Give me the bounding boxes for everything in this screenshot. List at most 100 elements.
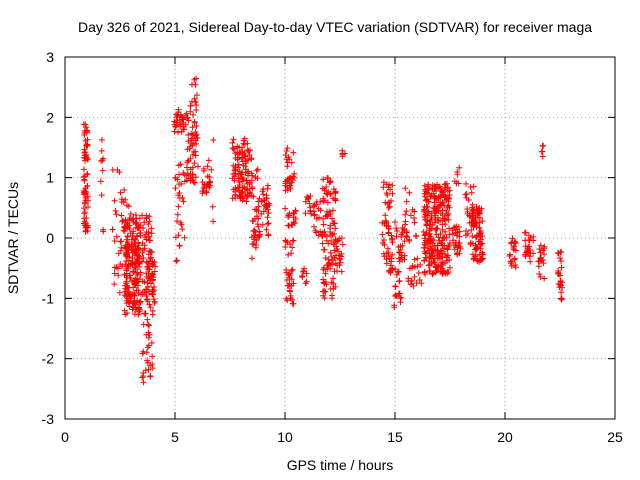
data-point — [290, 149, 297, 156]
data-point — [445, 268, 452, 275]
data-point — [143, 349, 150, 356]
data-point — [263, 226, 270, 233]
data-point — [143, 259, 150, 266]
y-tick-labels: -3 -2 -1 0 1 2 3 — [42, 49, 55, 427]
data-point — [176, 242, 183, 249]
data-point — [421, 257, 428, 264]
data-point — [382, 212, 389, 219]
data-point — [81, 189, 88, 196]
data-point — [139, 258, 146, 265]
data-point — [148, 339, 155, 346]
data-point — [324, 199, 331, 206]
data-point — [141, 279, 148, 286]
data-point — [191, 76, 198, 83]
data-point — [145, 342, 152, 349]
data-point — [327, 232, 334, 239]
data-point — [455, 180, 462, 187]
data-point — [327, 249, 334, 256]
data-point — [425, 186, 432, 193]
data-point — [180, 198, 187, 205]
data-point — [265, 232, 272, 239]
data-point — [284, 145, 291, 152]
data-point — [121, 187, 128, 194]
data-point — [302, 280, 309, 287]
data-point — [429, 221, 436, 228]
data-point — [445, 252, 452, 259]
data-point — [120, 199, 127, 206]
data-point — [287, 292, 294, 299]
data-point — [149, 277, 156, 284]
data-point — [526, 247, 533, 254]
data-point — [286, 180, 293, 187]
data-point — [509, 235, 516, 242]
data-point — [527, 235, 534, 242]
data-point — [330, 275, 337, 282]
data-point — [463, 180, 470, 187]
data-point — [288, 222, 295, 229]
data-point — [422, 216, 429, 223]
data-point — [98, 192, 105, 199]
data-point — [194, 163, 201, 170]
data-point — [411, 273, 418, 280]
data-point — [470, 223, 477, 230]
data-point — [115, 272, 122, 279]
data-point — [409, 206, 416, 213]
data-point — [384, 245, 391, 252]
data-point — [313, 215, 320, 222]
data-point — [332, 225, 339, 232]
data-point — [193, 92, 200, 99]
data-point — [475, 214, 482, 221]
data-point — [541, 275, 548, 282]
data-point — [530, 233, 537, 240]
data-point — [402, 185, 409, 192]
data-point — [148, 280, 155, 287]
data-point — [259, 221, 266, 228]
data-point — [205, 157, 212, 164]
data-point — [556, 284, 563, 291]
data-point — [537, 255, 544, 262]
data-point — [326, 179, 333, 186]
y-tick-label: -3 — [42, 411, 55, 427]
data-point — [387, 269, 394, 276]
data-point — [427, 235, 434, 242]
data-point — [290, 300, 297, 307]
data-point — [329, 261, 336, 268]
data-point — [188, 81, 195, 88]
data-point — [83, 124, 90, 131]
data-point — [455, 224, 462, 231]
data-point — [124, 202, 131, 209]
data-point — [398, 233, 405, 240]
data-point — [421, 182, 428, 189]
data-point — [325, 240, 332, 247]
data-point — [323, 281, 330, 288]
y-tick-label: 2 — [46, 109, 54, 125]
data-points — [80, 75, 566, 386]
data-point — [282, 244, 289, 251]
data-point — [264, 220, 271, 227]
data-point — [146, 258, 153, 265]
data-point — [190, 140, 197, 147]
data-point — [240, 137, 247, 144]
data-point — [333, 243, 340, 250]
data-point — [322, 231, 329, 238]
data-point — [244, 180, 251, 187]
data-point — [311, 202, 318, 209]
data-point — [151, 259, 158, 266]
data-point — [245, 147, 252, 154]
data-point — [147, 237, 154, 244]
data-point — [454, 251, 461, 258]
data-point — [263, 195, 270, 202]
data-point — [129, 216, 136, 223]
data-point — [507, 258, 514, 265]
data-point — [83, 142, 90, 149]
data-point — [320, 176, 327, 183]
data-point — [150, 261, 157, 268]
data-point — [189, 124, 196, 131]
data-point — [468, 227, 475, 234]
data-point — [189, 135, 196, 142]
data-point — [555, 268, 562, 275]
data-point — [284, 159, 291, 166]
data-point — [117, 189, 124, 196]
data-point — [184, 146, 191, 153]
x-tick-label: 20 — [497, 429, 513, 445]
